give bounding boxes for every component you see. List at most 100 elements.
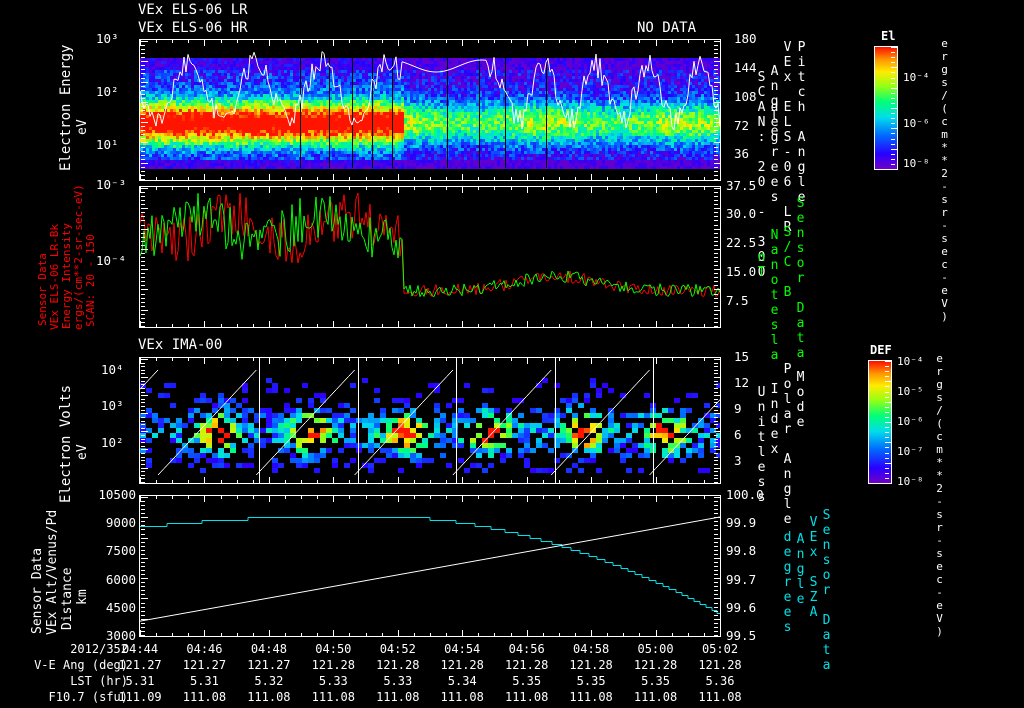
bottom-cell-r2-c8: 5.35 [641,674,670,688]
panel1-frame [139,39,721,181]
panel4-xtick-minor [672,633,673,636]
panel2-xtick-minor [446,324,447,327]
panel3-spectrogram [140,358,720,483]
panel3-xtick-minor [623,480,624,483]
panel1-ytick-minor [141,122,148,123]
panel1-xtick-minor [494,40,495,43]
panel2-ytick-minor [141,225,145,226]
panel2-xtick-minor [285,187,286,190]
panel4-xtick-minor [366,633,367,636]
panel3-xtick [333,358,334,364]
panel1-xtick-minor [382,177,383,180]
panel3-xtick-minor [349,358,350,361]
panel1-xtick-minor [511,40,512,43]
panel4-xtick-minor [317,496,318,499]
panel2-ytick-minor [714,265,718,266]
panel4-ytick-minor [141,607,145,608]
panel4-ytick-minor [714,517,721,518]
panel2-ytick-minor [141,261,145,262]
panel4-xtick [462,496,463,502]
panel1-xtick-minor [688,177,689,180]
panel1-xtick [527,174,528,180]
panel2-xtick [269,321,270,327]
panel2-xtick-minor [366,187,367,190]
bottom-cell-r3-c5: 111.08 [440,690,484,704]
panel2-xtick-minor [366,324,367,327]
panel4-xtick [720,496,721,502]
panel2-ytick-minor [141,200,145,201]
panel1-xtick-minor [366,177,367,180]
panel4-ytick-minor [714,586,718,587]
panel4-xtick-minor [575,496,576,499]
panel2-ytick-minor [714,253,718,254]
panel4-xtick-minor [478,496,479,499]
panel2-ytick-minor [714,326,718,327]
panel2-xtick-minor [221,187,222,190]
panel3-xtick-minor [188,480,189,483]
panel1-xtick-minor [704,177,705,180]
panel1-xtick-minor [639,40,640,43]
panel4-ytick-minor [714,505,718,506]
panel1-ytick-minor [141,179,145,180]
panel1-xtick-minor [559,177,560,180]
panel2-xtick [269,187,270,193]
bottom-cell-r3-c3: 111.08 [311,690,355,704]
panel3-xtick-minor [607,358,608,361]
panel3-ytick-minor [714,373,718,374]
colorbar2-tick [885,412,889,413]
bottom-cell-r0-c1: 04:46 [186,642,223,656]
panel4-ytick-minor [714,509,718,510]
panel3-xtick-minor [543,480,544,483]
colorbar1-tick [891,123,895,124]
bottom-cell-r1-c1: 121.27 [182,658,227,672]
panel3-ytick-minor [714,381,718,382]
panel2-ytick-minor [141,208,148,209]
panel3-xtick-minor [672,480,673,483]
panel2-xtick-minor [575,187,576,190]
colorbar2-tick [885,453,889,454]
panel3-ytick-minor [141,388,145,389]
panel1-xtick [462,174,463,180]
panel2-xtick-minor [188,187,189,190]
bottom-cell-r0-c3: 04:50 [315,642,352,656]
panel1-ytick-minor [714,159,718,160]
panel3-ytick-minor [714,377,721,378]
panel3-xtick-minor [366,358,367,361]
panel2-xtick-minor [237,187,238,190]
panel2-ytick-minor [141,204,145,205]
panel4-xtick-minor [349,633,350,636]
panel2-ytick-minor [714,245,718,246]
panel3-ytick-minor [141,366,145,367]
bottom-cell-r3-c4: 111.08 [376,690,420,704]
colorbar2-units: ergs/(cm**2-sr-sec-eV) [933,352,946,638]
panel4-ytick-minor [141,505,145,506]
panel2-xtick-minor [221,324,222,327]
panel4-ytick-6000: 6000 [105,572,136,587]
colorbar1-tick [891,164,895,165]
panel3-ytick-minor [714,384,718,385]
panel2-xtick [204,321,205,327]
panel1-xtick-minor [478,177,479,180]
panel1-title-hr: VEx ELS-06 HR [138,20,248,36]
panel3-ytick-minor [714,410,718,411]
panel4-ytick-minor [141,513,145,514]
panel2-right-axis-source: Sensor Data [793,196,808,361]
panel4-ytick-minor [141,603,145,604]
panel3-rtick-12: 12 [734,375,750,390]
panel3-title: VEx IMA-00 [138,337,223,353]
panel4-rtick-998: 99.8 [726,543,757,558]
panel1-ytick-minor [141,126,145,127]
bottom-cell-r2-c2: 5.32 [254,674,284,688]
panel4-ytick-minor [141,570,145,571]
panel3-ytick-minor [141,431,148,432]
panel4-ytick-minor [141,521,145,522]
panel3-xtick-minor [301,480,302,483]
panel1-xtick [656,174,657,180]
panel2-xtick-minor [623,187,624,190]
panel2-ytick-minor [714,249,721,250]
panel2-left-axis-scan: SCAN: 20 - 150 [84,234,97,327]
colorbar1-tick [891,98,895,99]
panel4-xtick [140,496,141,502]
bottom-cell-r3-c1: 111.08 [182,690,227,704]
colorbar2-tick [885,473,889,474]
